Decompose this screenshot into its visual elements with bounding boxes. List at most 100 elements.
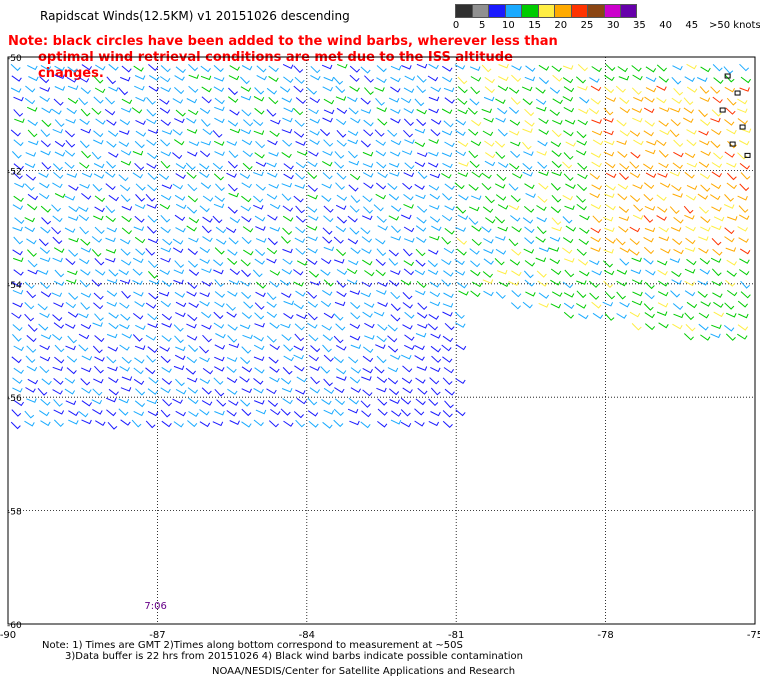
wind-barb (508, 130, 520, 136)
wind-barb (657, 269, 668, 276)
wind-barb (416, 75, 427, 83)
wind-barb (444, 97, 455, 104)
wind-barb (13, 109, 24, 117)
wind-barb (403, 108, 415, 114)
wind-barb (685, 237, 696, 245)
wind-barb (186, 356, 197, 364)
wind-barb (241, 236, 252, 245)
wind-barb (282, 63, 294, 69)
wind-barb (740, 280, 750, 289)
wind-barb (134, 400, 146, 408)
wind-barb (336, 118, 347, 126)
wind-barb (441, 214, 453, 222)
wind-barb (442, 410, 453, 418)
wind-barb (632, 214, 644, 220)
wind-barb (401, 377, 413, 384)
wind-barb (39, 257, 51, 263)
wind-barb (361, 281, 373, 288)
wind-barb (428, 96, 440, 102)
wind-barb (604, 193, 615, 199)
wind-barb (350, 387, 362, 393)
wind-barb (644, 120, 655, 127)
wind-barb (658, 236, 670, 242)
wind-barb (416, 85, 427, 94)
wind-barb (95, 420, 106, 426)
wind-barb (320, 300, 332, 308)
wind-barb (148, 271, 158, 279)
wind-barb (591, 270, 602, 276)
wind-barb (564, 258, 575, 263)
wind-barb (549, 236, 561, 242)
wind-barb (563, 130, 574, 137)
wind-barb (536, 151, 547, 156)
wind-barb (362, 163, 374, 168)
wind-barb (604, 140, 615, 146)
wind-barb (241, 195, 252, 203)
wind-barb (216, 238, 227, 245)
wind-barb (417, 302, 428, 311)
wind-barb (174, 291, 186, 298)
wind-barb (658, 76, 669, 83)
legend-label: 35 (633, 20, 646, 31)
wind-barb (24, 302, 35, 310)
wind-barb (269, 203, 281, 210)
wind-barb (387, 129, 398, 137)
wind-barb (66, 355, 78, 363)
wind-barb (482, 271, 493, 278)
wind-barb (643, 130, 654, 137)
wind-barb (349, 290, 361, 295)
wind-barb (213, 377, 224, 385)
wind-barb (187, 387, 198, 394)
wind-barb (135, 388, 146, 396)
wind-barb (54, 151, 66, 157)
wind-barb (740, 76, 752, 84)
wind-barb (535, 87, 546, 94)
wind-barb (576, 280, 587, 285)
wind-barb (498, 281, 510, 287)
wind-barb (333, 356, 344, 364)
wind-barb (686, 162, 698, 168)
wind-barb (726, 182, 737, 190)
wind-barb (697, 193, 709, 200)
wind-barb (333, 408, 344, 417)
wind-barb (511, 226, 522, 233)
wind-barb (188, 63, 199, 72)
wind-barb (468, 128, 479, 136)
wind-barb (227, 96, 239, 103)
wind-barb (229, 65, 240, 71)
wind-barb (738, 140, 750, 146)
wind-barb (618, 75, 630, 81)
wind-barb (673, 87, 684, 96)
legend-label: 40 (659, 20, 672, 31)
wind-barb (414, 128, 426, 134)
wind-barb (40, 281, 51, 290)
wind-barb (146, 399, 158, 405)
wind-barb (172, 129, 183, 136)
wind-barb (644, 96, 655, 103)
wind-barb (26, 345, 37, 353)
wind-barb (390, 118, 401, 124)
wind-barb (335, 204, 347, 210)
wind-barb (81, 172, 93, 178)
wind-barb (495, 151, 506, 160)
wind-barb (672, 162, 683, 169)
wind-barb (508, 205, 520, 211)
wind-barb (347, 130, 359, 136)
wind-barb (402, 182, 413, 190)
wind-barb (444, 400, 454, 409)
wind-barb (387, 335, 398, 343)
wind-barb (94, 335, 105, 343)
wind-barb (228, 75, 240, 81)
wind-barb (552, 119, 563, 125)
wind-barb (700, 216, 711, 224)
wind-barb (53, 98, 64, 106)
wind-barb (417, 312, 428, 319)
wind-barb (334, 259, 345, 264)
wind-barb (281, 193, 292, 202)
wind-barb (280, 377, 292, 385)
wind-barb (605, 204, 616, 211)
wind-barb (68, 292, 79, 301)
wind-barb (442, 377, 453, 386)
wind-barb (269, 130, 280, 137)
wind-barb (404, 139, 415, 144)
